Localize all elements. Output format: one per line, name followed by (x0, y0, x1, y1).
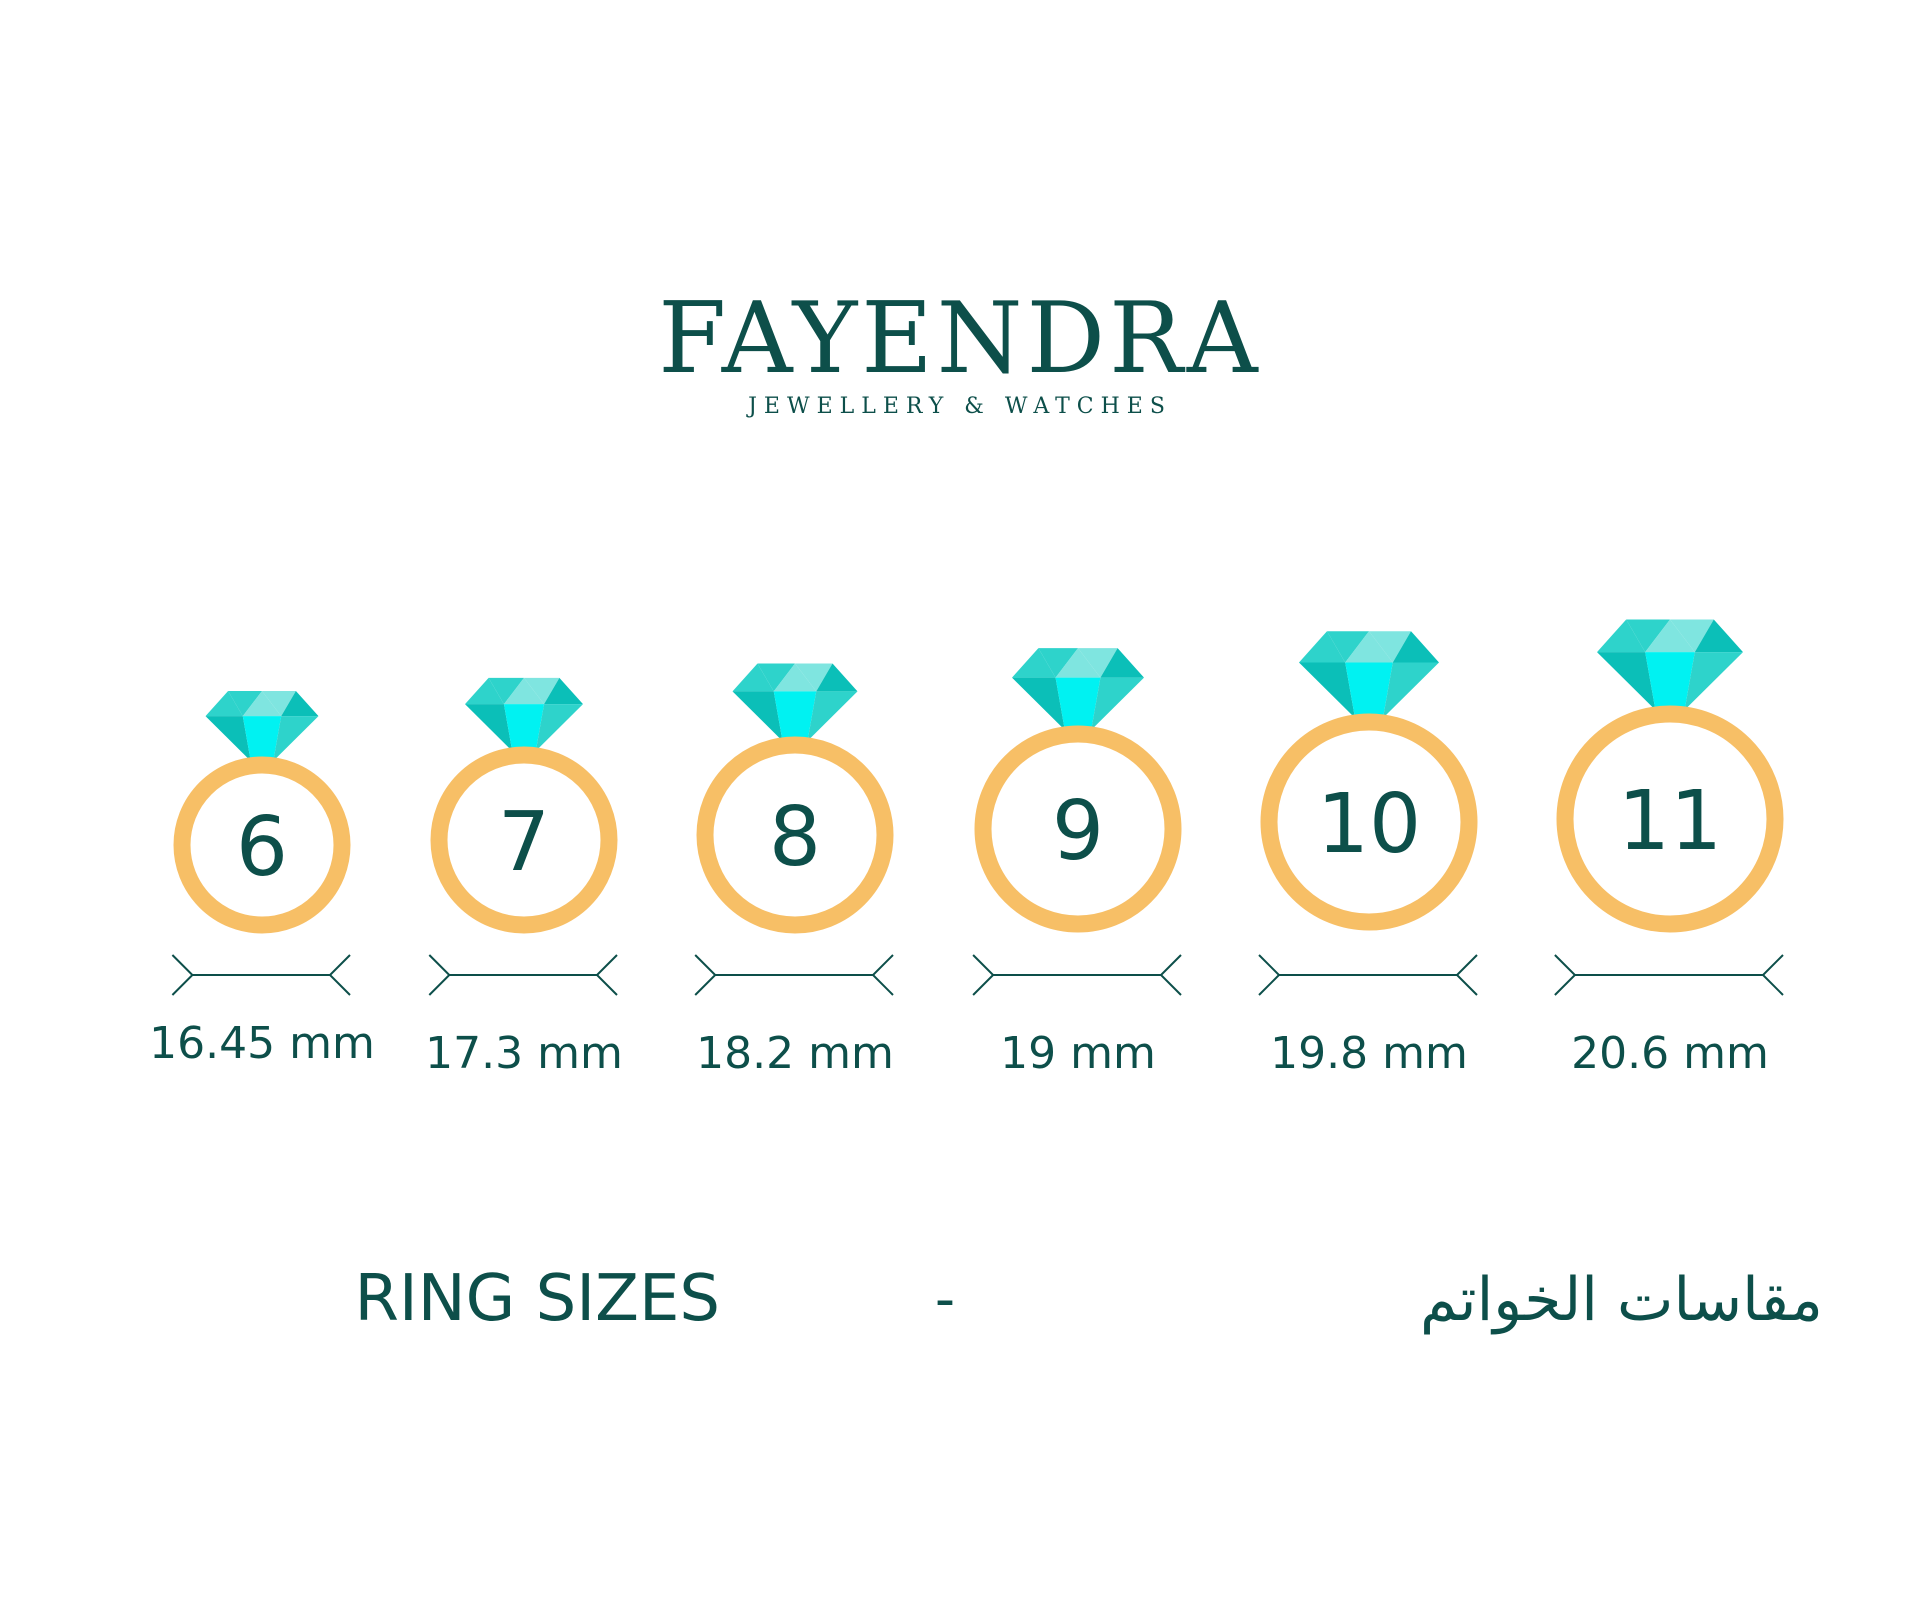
diamond-facet (795, 663, 833, 692)
footer-title: RING SIZES - مقاسات الخواتم (354, 1262, 1822, 1336)
ring-size-number: 11 (1618, 774, 1722, 869)
brand-tagline: JEWELLERY & WATCHES (746, 394, 1172, 419)
diamond-facet (1694, 619, 1743, 653)
ring-size-8: 8 18.2 mm (694, 663, 894, 1079)
diamond-facet (1392, 631, 1439, 663)
diameter-measure-line (171, 954, 351, 996)
ring-diameter-label: 17.3 mm (425, 1028, 623, 1079)
diamond-facet (773, 663, 817, 692)
diamond-facet (732, 691, 783, 741)
diamond-facet (1091, 677, 1144, 730)
ring-band (696, 736, 894, 934)
diamond-facet (757, 663, 795, 692)
ring-diameter-label: 20.6 mm (1571, 1028, 1769, 1079)
diamond-facet (1100, 648, 1144, 678)
ring-diameter-label: 19.8 mm (1270, 1028, 1468, 1079)
diamond-icon (1597, 619, 1743, 710)
rings-row: 6 16.45 mm 7 17.3 mm 8 18.2 mm 9 19 mm 10 19.8 mm… (149, 619, 1784, 1079)
diamond-facet (1345, 631, 1393, 663)
ring-size-number: 6 (236, 800, 288, 895)
diamond-facet (242, 690, 282, 717)
diamond-facet (1383, 662, 1439, 718)
diamond-facet (1597, 652, 1656, 710)
diameter-measure-line (972, 954, 1182, 996)
diamond-facet (273, 716, 319, 761)
ring-size-number: 8 (769, 790, 821, 885)
diamond-facet (262, 690, 296, 717)
diamond-facet (773, 691, 817, 741)
diamond-facet (503, 704, 545, 751)
diamond-facet (228, 690, 262, 717)
ring-size-6: 6 16.45 mm (149, 690, 375, 1069)
ring-band (430, 746, 618, 934)
diamond-facet (488, 677, 524, 705)
title-separator: - (935, 1267, 955, 1332)
diamond-facet (205, 690, 243, 717)
diamond-icon (732, 663, 858, 741)
diamond-facet (816, 663, 858, 692)
ring-size-number: 10 (1317, 777, 1421, 872)
ring-size-10: 10 19.8 mm (1258, 631, 1478, 1079)
ring-size-7: 7 17.3 mm (425, 677, 623, 1079)
diamond-facet (1299, 662, 1355, 718)
diamond-icon (465, 677, 583, 751)
diamond-facet (1055, 648, 1101, 678)
diamond-facet (1327, 631, 1369, 663)
diamond-icon (205, 690, 319, 761)
ring-band (173, 756, 351, 934)
diameter-measure-line (1258, 954, 1478, 996)
diamond-facet (544, 677, 583, 705)
diamond-facet (503, 677, 545, 705)
ring-band (974, 725, 1182, 933)
ring-diameter-label: 19 mm (1000, 1028, 1156, 1079)
ring-size-9: 9 19 mm (972, 648, 1182, 1079)
diamond-facet (465, 704, 513, 751)
diamond-facet (1299, 631, 1346, 663)
diameter-measure-line (428, 954, 618, 996)
diamond-facet (807, 691, 858, 741)
diamond-facet (1369, 631, 1411, 663)
diamond-icon (1299, 631, 1439, 718)
ring-band (1556, 705, 1784, 933)
diamond-facet (242, 716, 282, 761)
diamond-facet (524, 677, 560, 705)
diamond-facet (1645, 652, 1695, 710)
ring-size-11: 11 20.6 mm (1554, 619, 1784, 1079)
diamond-facet (1670, 619, 1714, 653)
diamond-facet (1012, 677, 1065, 730)
diamond-facet (1597, 619, 1646, 653)
diamond-icon (1012, 648, 1144, 730)
diamond-facet (732, 663, 774, 692)
ring-size-number: 9 (1052, 784, 1104, 879)
title-arabic: مقاسات الخواتم (1420, 1265, 1823, 1335)
diamond-facet (205, 716, 251, 761)
diamond-facet (1012, 648, 1056, 678)
diamond-facet (1645, 619, 1695, 653)
diamond-facet (1684, 652, 1743, 710)
brand-logo: FAYENDRA JEWELLERY & WATCHES (658, 282, 1261, 419)
ring-diameter-label: 16.45 mm (149, 1018, 375, 1069)
diamond-facet (281, 690, 319, 717)
diameter-measure-line (694, 954, 894, 996)
brand-name: FAYENDRA (658, 282, 1261, 396)
diamond-facet (1078, 648, 1118, 678)
diameter-measure-line (1554, 954, 1784, 996)
ring-size-number: 7 (498, 795, 550, 890)
diamond-facet (1038, 648, 1078, 678)
diamond-facet (535, 704, 583, 751)
diamond-facet (1345, 662, 1393, 718)
diamond-facet (1055, 677, 1101, 730)
ring-band (1260, 713, 1478, 931)
ring-diameter-label: 18.2 mm (696, 1028, 894, 1079)
diamond-facet (465, 677, 504, 705)
title-english: RING SIZES (354, 1262, 720, 1336)
diamond-facet (1626, 619, 1670, 653)
